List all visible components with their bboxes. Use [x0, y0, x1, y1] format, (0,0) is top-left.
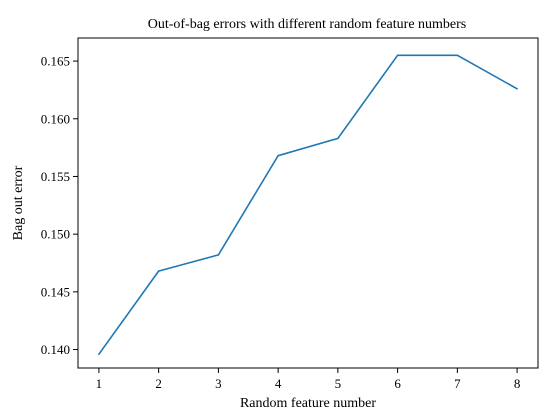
plot-area-frame	[77, 37, 539, 369]
x-tick-label: 3	[215, 376, 222, 391]
y-tick-label: 0.150	[41, 227, 70, 242]
data-point	[157, 270, 160, 272]
x-tick-label: 6	[394, 376, 401, 391]
data-point	[277, 154, 279, 157]
x-tick-label: 8	[514, 376, 521, 391]
y-tick-label: 0.160	[41, 111, 70, 126]
x-tick-label: 2	[155, 376, 162, 391]
series-line	[98, 54, 518, 355]
x-tick-label: 5	[335, 376, 342, 391]
x-tick-label: 4	[275, 376, 282, 391]
y-tick-label: 0.155	[41, 169, 70, 184]
data-point	[98, 353, 100, 355]
data-point	[456, 54, 459, 57]
x-tick-label: 1	[96, 376, 103, 391]
data-point	[337, 137, 339, 140]
y-tick-label: 0.140	[41, 342, 70, 357]
series-layer	[98, 54, 518, 355]
chart-title: Out-of-bag errors with different random …	[148, 17, 467, 32]
y-axis: 0.140 0.145 0.150 0.155 0.160 0.165	[41, 54, 78, 357]
data-point	[217, 254, 220, 256]
data-point	[516, 87, 518, 90]
y-axis-label: Bag out error	[11, 165, 26, 240]
x-tick-label: 7	[454, 376, 461, 391]
y-tick-label: 0.165	[41, 54, 70, 69]
x-axis-label: Random feature number	[240, 396, 376, 411]
x-axis: 1 2 3 4 5 6 7 8	[96, 368, 521, 391]
data-point	[396, 54, 399, 57]
y-tick-label: 0.145	[41, 284, 70, 299]
